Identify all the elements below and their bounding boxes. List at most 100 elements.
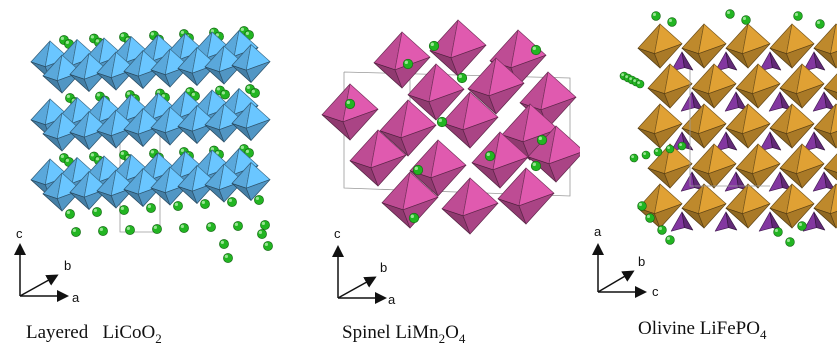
po4-tetrahedron — [714, 51, 738, 72]
lithium-atom — [530, 160, 542, 172]
po4-tetrahedron — [680, 91, 704, 112]
lithium-atom — [219, 239, 229, 249]
layered-crystal-illustration — [30, 26, 273, 263]
lithium-atom — [223, 253, 233, 263]
spinel-axes: c b a — [332, 226, 396, 307]
feo6-octahedron — [647, 63, 693, 109]
feo6-octahedron — [691, 63, 737, 109]
mno6-octahedron — [373, 31, 431, 89]
spinel-crystal-illustration — [321, 19, 580, 235]
lithium-atom — [254, 195, 264, 205]
lithium-atom — [677, 141, 687, 151]
feo6-octahedron — [779, 63, 825, 109]
coo6-octahedron — [42, 54, 82, 94]
po4-tetrahedron — [724, 91, 748, 112]
lithium-atom — [797, 221, 807, 231]
lithium-atom — [635, 79, 645, 89]
mno6-octahedron — [349, 129, 407, 187]
lithium-atom — [629, 153, 639, 163]
axis-label-up: a — [594, 224, 602, 239]
po4-tetrahedron — [812, 171, 836, 192]
axis-label-diag: b — [638, 254, 645, 269]
feo6-octahedron — [823, 73, 837, 101]
feo6-octahedron — [813, 183, 837, 229]
coo6-octahedron — [231, 44, 271, 83]
chemical-formula: LiMn2O4 — [395, 322, 466, 346]
feo6-octahedron — [735, 143, 781, 189]
feo6-octahedron — [779, 143, 825, 189]
lithium-atom — [456, 72, 468, 84]
lithium-atom — [408, 212, 420, 224]
lithium-atom — [785, 237, 795, 247]
lithium-atom — [725, 9, 735, 19]
feo6-octahedron — [813, 103, 837, 149]
feo6-octahedron — [725, 103, 771, 149]
lithium-atom — [344, 98, 356, 110]
coo6-octahedron — [42, 172, 82, 212]
feo6-octahedron — [725, 183, 771, 229]
spinel-structure-panel: c b a Spinel LiMn2O4 — [290, 0, 580, 352]
lithium-atom — [641, 150, 651, 160]
axis-label-diag: b — [380, 260, 387, 275]
lithium-atom — [653, 147, 663, 157]
lithium-atom — [667, 17, 677, 27]
lithium-atom — [200, 199, 210, 209]
feo6-octahedron — [725, 23, 771, 69]
coo6-octahedron — [231, 102, 271, 141]
lithium-atom — [227, 197, 237, 207]
axis-label-diag: b — [64, 258, 71, 273]
feo6-octahedron — [681, 23, 727, 69]
layered-structure-panel: c b a Layered LiCoO2 — [0, 0, 290, 352]
po4-tetrahedron — [714, 211, 738, 232]
lithium-atom — [152, 224, 162, 234]
lithium-atom — [412, 164, 424, 176]
mno6-octahedron — [497, 167, 555, 225]
axis-label-up: c — [16, 226, 23, 241]
mno6-octahedron — [409, 139, 467, 197]
po4-tetrahedron — [758, 211, 782, 232]
po4-tetrahedron — [758, 131, 782, 152]
lithium-atom — [793, 11, 803, 21]
lithium-atom — [651, 11, 661, 21]
lithium-atom — [92, 207, 102, 217]
lithium-atom — [125, 225, 135, 235]
lithium-atom — [436, 116, 448, 128]
po4-tetrahedron — [802, 131, 826, 152]
mno6-octahedron — [467, 57, 525, 115]
feo6-octahedron — [769, 103, 815, 149]
mno6-octahedron — [407, 63, 465, 121]
lithium-atom — [146, 203, 156, 213]
lithium-atom — [665, 144, 675, 154]
olivine-crystal-illustration — [619, 9, 837, 247]
structure-name: Spinel — [342, 322, 391, 343]
olivine-structure-panel: a b c Olivine LiFePO4 — [580, 0, 837, 352]
layered-axes: c b a — [14, 226, 80, 305]
lithium-atom — [741, 15, 751, 25]
lithium-atom — [637, 201, 647, 211]
feo6-octahedron — [769, 23, 815, 69]
lithium-atom — [233, 221, 243, 231]
lithium-atom — [119, 205, 129, 215]
mno6-octahedron — [471, 131, 529, 189]
axis-label-right: a — [72, 290, 80, 305]
feo6-octahedron — [823, 153, 837, 181]
feo6-octahedron — [735, 63, 781, 109]
lithium-atom — [263, 241, 273, 251]
feo6-octahedron — [769, 183, 815, 229]
lithium-atom — [773, 227, 783, 237]
structure-name: Olivine — [638, 318, 695, 339]
lithium-atom — [257, 229, 267, 239]
lithium-atom — [402, 58, 414, 70]
lithium-atom — [530, 44, 542, 56]
mno6-octahedron — [321, 83, 379, 141]
feo6-octahedron — [691, 143, 737, 189]
mno6-octahedron — [441, 91, 499, 149]
mno6-octahedron — [379, 99, 437, 157]
coo6-octahedron — [204, 103, 244, 143]
po4-tetrahedron — [670, 211, 694, 232]
po4-tetrahedron — [670, 51, 694, 72]
lithium-atom — [98, 226, 108, 236]
axis-label-right: a — [388, 292, 396, 307]
feo6-octahedron — [681, 103, 727, 149]
